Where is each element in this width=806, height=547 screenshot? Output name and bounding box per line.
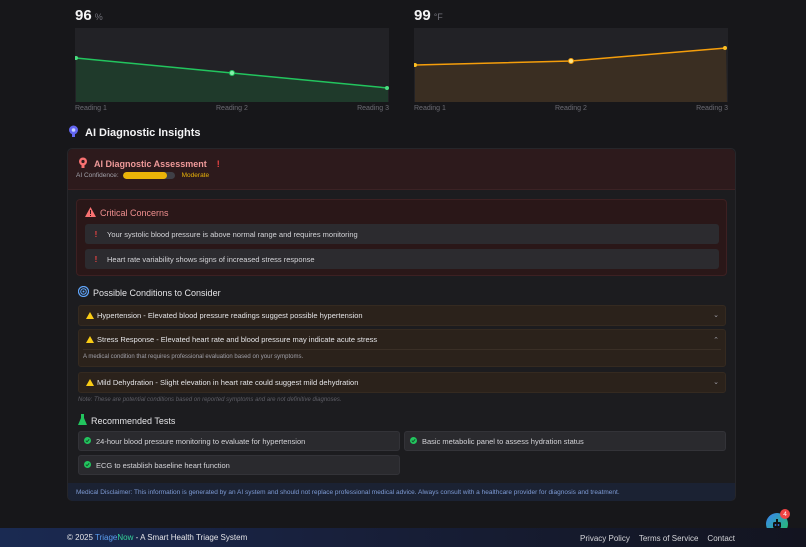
brand-name-part2: Now (117, 533, 134, 542)
confidence-level: Moderate (181, 172, 210, 179)
critical-concerns-box: Critical Concerns ! Your systolic blood … (76, 199, 727, 276)
chevron-up-icon[interactable]: ⌃ (713, 337, 719, 344)
confidence-meter: AI Confidence: Moderate (76, 172, 210, 179)
oxygen-chart (75, 28, 389, 102)
radar-icon (77, 285, 90, 299)
ai-assessment-panel: AI Diagnostic Assessment ! AI Confidence… (67, 148, 736, 501)
chevron-down-icon[interactable]: ⌄ (713, 379, 719, 386)
exclamation-icon: ! (94, 254, 98, 264)
critical-concerns-title: Critical Concerns (85, 207, 169, 219)
footer-links: Privacy Policy Terms of Service Contact (580, 534, 735, 543)
condition-detail: A medical condition that requires profes… (83, 349, 721, 366)
flask-icon (78, 414, 87, 427)
temperature-chart (414, 28, 728, 102)
exclamation-icon: ! (94, 229, 98, 239)
insights-section-title: AI Diagnostic Insights (68, 125, 201, 140)
footer-copyright: © 2025 TriageNow - A Smart Health Triage… (67, 533, 248, 542)
conditions-note: Note: These are potential conditions bas… (78, 397, 342, 403)
warning-icon (83, 312, 97, 319)
temperature-line-chart (414, 46, 727, 102)
oxygen-value: 96% (75, 7, 103, 24)
test-item: 24-hour blood pressure monitoring to eva… (78, 431, 400, 451)
condition-accordion-stress[interactable]: Stress Response - Elevated heart rate an… (78, 329, 726, 367)
concern-item: ! Heart rate variability shows signs of … (85, 249, 719, 269)
alert-icon: ! (216, 158, 220, 169)
footer: © 2025 TriageNow - A Smart Health Triage… (0, 528, 806, 547)
brand-name-part1: Triage (95, 533, 118, 542)
condition-accordion-hypertension[interactable]: Hypertension - Elevated blood pressure r… (78, 305, 726, 326)
brain-icon (68, 125, 79, 140)
warning-icon (83, 379, 97, 386)
check-circle-icon (410, 436, 417, 446)
check-circle-icon (84, 460, 91, 470)
terms-of-service-link[interactable]: Terms of Service (638, 534, 699, 543)
condition-accordion-dehydration[interactable]: Mild Dehydration - Slight elevation in h… (78, 372, 726, 393)
warning-triangle-icon (85, 207, 96, 219)
conditions-title: Possible Conditions to Consider (77, 285, 221, 299)
confidence-bar (122, 172, 175, 179)
tests-title: Recommended Tests (78, 414, 175, 427)
oxygen-x-labels: Reading 1 Reading 2 Reading 3 (75, 105, 389, 112)
concern-item: ! Your systolic blood pressure is above … (85, 224, 719, 244)
robot-icon (772, 515, 782, 533)
test-item: ECG to establish baseline heart function (78, 455, 400, 475)
temperature-x-labels: Reading 1 Reading 2 Reading 3 (414, 105, 728, 112)
notification-badge: 4 (780, 509, 790, 519)
medical-disclaimer: Medical Disclaimer: This information is … (68, 483, 735, 501)
contact-link[interactable]: Contact (707, 534, 735, 543)
assessment-header: AI Diagnostic Assessment ! AI Confidence… (68, 149, 735, 190)
head-brain-icon (78, 157, 88, 170)
test-item: Basic metabolic panel to assess hydratio… (404, 431, 726, 451)
temperature-value: 99 °F (414, 7, 443, 24)
check-circle-icon (84, 436, 91, 446)
assessment-title: AI Diagnostic Assessment ! (78, 157, 220, 170)
oxygen-line-chart (75, 56, 389, 102)
privacy-policy-link[interactable]: Privacy Policy (580, 534, 630, 543)
chevron-down-icon[interactable]: ⌄ (713, 312, 719, 319)
warning-icon (83, 336, 97, 343)
